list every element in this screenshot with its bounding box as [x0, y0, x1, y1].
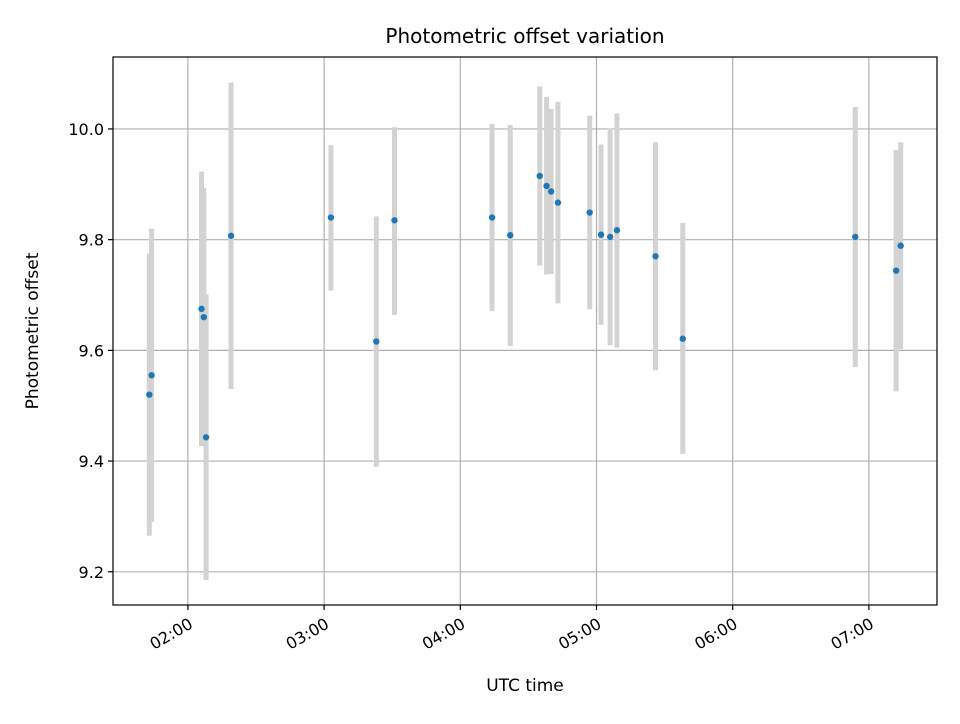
x-tick-label: 07:00 — [827, 614, 876, 654]
data-point — [597, 231, 605, 238]
point-layer — [146, 172, 904, 441]
x-tick-label: 02:00 — [146, 614, 195, 654]
data-point — [606, 233, 614, 241]
data-point — [373, 338, 380, 345]
grid-layer — [113, 57, 937, 605]
data-point — [543, 182, 550, 190]
data-point — [507, 232, 514, 239]
data-point — [488, 214, 496, 221]
y-tick-label: 9.4 — [79, 452, 104, 471]
y-tick-label: 9.6 — [79, 341, 104, 360]
data-point — [327, 214, 335, 221]
data-point — [148, 372, 155, 379]
data-point — [852, 233, 859, 241]
x-tick-label: 04:00 — [419, 614, 468, 654]
data-point — [202, 434, 210, 441]
errorbar-layer — [146, 82, 904, 581]
tick-layer: 02:00 03:00 04:00 05:00 06:00 07:00 9.2 9.4 9.6 9… — [68, 120, 877, 654]
data-point — [679, 335, 686, 342]
data-point — [613, 227, 621, 234]
y-tick-label: 9.2 — [79, 563, 104, 582]
data-point — [547, 188, 555, 195]
data-point — [586, 209, 593, 216]
data-point — [897, 242, 904, 249]
data-point — [892, 267, 900, 274]
data-point — [536, 172, 543, 180]
plot-frame — [112, 56, 938, 606]
data-point — [227, 232, 235, 239]
y-tick-label: 10.0 — [68, 120, 104, 139]
y-axis-label: Photometric offset — [23, 252, 43, 409]
data-point — [652, 253, 659, 260]
y-tick-label: 9.8 — [79, 231, 104, 250]
data-point — [200, 313, 207, 321]
data-point — [198, 305, 205, 313]
x-axis-label: UTC time — [486, 676, 564, 696]
data-point — [391, 217, 398, 224]
x-tick-label: 03:00 — [283, 614, 332, 654]
x-tick-label: 05:00 — [555, 614, 604, 654]
x-tick-label: 06:00 — [691, 614, 740, 654]
data-point — [146, 391, 153, 398]
chart-title: Photometric offset variation — [385, 24, 664, 48]
data-point — [554, 199, 562, 206]
